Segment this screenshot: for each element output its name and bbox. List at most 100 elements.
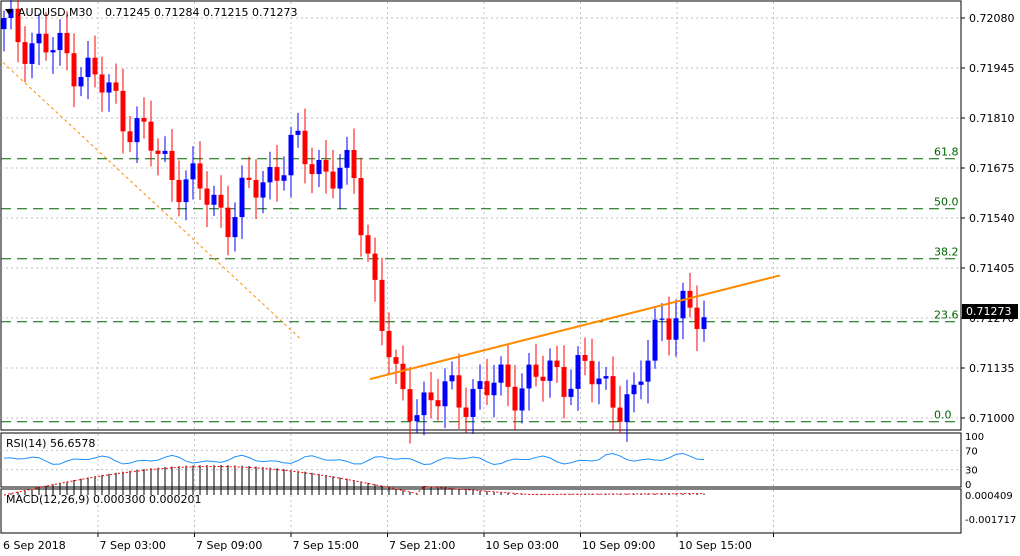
candle-body bbox=[407, 389, 413, 422]
time-label: 10 Sep 09:00 bbox=[582, 539, 655, 552]
price-tick-label: 0.71675 bbox=[969, 162, 1015, 175]
candle-body bbox=[134, 118, 140, 143]
fib-level-label: 61.8 bbox=[934, 146, 959, 159]
candle-body bbox=[470, 388, 476, 417]
candle-body bbox=[190, 163, 196, 180]
price-tick-label: 0.71135 bbox=[969, 362, 1015, 375]
candle-body bbox=[162, 150, 168, 154]
candle-body bbox=[617, 407, 623, 422]
ohlc-values: 0.71245 0.71284 0.71215 0.71273 bbox=[105, 6, 297, 19]
candle-body bbox=[197, 163, 203, 189]
candle-body bbox=[36, 33, 42, 44]
time-label: 7 Sep 21:00 bbox=[389, 539, 455, 552]
candle-body bbox=[456, 375, 462, 408]
current-price-text: 0.71273 bbox=[966, 305, 1012, 318]
candle-body bbox=[274, 167, 280, 181]
candle-body bbox=[596, 378, 602, 385]
candles bbox=[1, 0, 707, 444]
candle-body bbox=[29, 43, 35, 64]
ascending-trendline[interactable] bbox=[369, 274, 781, 381]
candle-body bbox=[288, 134, 294, 176]
candle-body bbox=[428, 392, 434, 401]
candle-body bbox=[113, 82, 119, 91]
axes: 0.72080 0.71945 0.71810 0.71675 0.71540 0.714… bbox=[3, 12, 1015, 552]
candle-body bbox=[169, 150, 175, 180]
candle-body bbox=[50, 50, 56, 53]
candle-body bbox=[71, 53, 77, 87]
indicators: 100 70 30 00.000409 -0.001717 bbox=[1, 432, 1016, 526]
candle-body bbox=[267, 167, 273, 183]
macd-pane[interactable] bbox=[0, 488, 962, 534]
candle-body bbox=[652, 319, 658, 361]
candle-body bbox=[218, 194, 224, 208]
candle-body bbox=[281, 175, 287, 181]
candle-body bbox=[120, 90, 126, 132]
candle-body bbox=[673, 318, 679, 340]
candle-body bbox=[442, 381, 448, 407]
candle-body bbox=[323, 159, 329, 172]
rsi-level-label: 0 bbox=[965, 480, 971, 491]
candle-body bbox=[316, 159, 322, 175]
candle-body bbox=[659, 318, 665, 320]
candle-body bbox=[211, 194, 217, 205]
macd-level-label: 0.000409 bbox=[965, 491, 1013, 502]
candle-body bbox=[365, 235, 371, 254]
candle-body bbox=[309, 164, 315, 175]
candle-body bbox=[680, 290, 686, 319]
candle-body bbox=[260, 182, 266, 198]
current-price-badge bbox=[962, 304, 1018, 319]
fib-level-label: 23.6 bbox=[934, 309, 959, 322]
price-tick-label: 0.71000 bbox=[969, 412, 1015, 425]
fib-level-label: 0.0 bbox=[934, 409, 952, 422]
candle-body bbox=[22, 42, 28, 64]
candle-body bbox=[295, 130, 301, 135]
time-label: 6 Sep 2018 bbox=[3, 539, 66, 552]
candle-body bbox=[645, 360, 651, 382]
time-label: 7 Sep 09:00 bbox=[196, 539, 262, 552]
candle-body bbox=[1, 18, 7, 30]
candle-body bbox=[631, 384, 637, 395]
candle-body bbox=[533, 364, 539, 377]
candle-body bbox=[547, 360, 553, 381]
symbol-header: AUDUSD,M30 0.71245 0.71284 0.71215 0.712… bbox=[5, 6, 297, 19]
candle-body bbox=[568, 388, 574, 397]
candle-body bbox=[666, 318, 672, 340]
price-tick-label: 0.71810 bbox=[969, 112, 1015, 125]
macd-level-label: -0.001717 bbox=[965, 515, 1016, 526]
candle-body bbox=[239, 177, 245, 218]
price-pane[interactable] bbox=[0, 0, 962, 431]
candle-body bbox=[484, 381, 490, 396]
candle-body bbox=[687, 290, 693, 308]
candle-body bbox=[127, 131, 133, 143]
macd-signal-line bbox=[3, 465, 705, 496]
candle-body bbox=[183, 179, 189, 203]
rsi-level-label: 70 bbox=[965, 446, 978, 457]
candle-body bbox=[85, 57, 91, 77]
candle-body bbox=[386, 330, 392, 358]
candle-body bbox=[176, 179, 182, 203]
descending-dotted-trendline[interactable] bbox=[2, 62, 301, 339]
candle-body bbox=[610, 376, 616, 408]
candle-body bbox=[64, 32, 70, 54]
candle-body bbox=[421, 392, 427, 416]
candle-body bbox=[148, 121, 154, 151]
candle-body bbox=[561, 367, 567, 397]
macd-title: MACD(12,26,9) 0.000300 0.000201 bbox=[6, 493, 202, 506]
price-tick-label: 0.71405 bbox=[969, 262, 1015, 275]
rsi-pane[interactable] bbox=[0, 432, 962, 488]
dropdown-triangle-icon[interactable] bbox=[5, 9, 13, 15]
rsi-level-label: 100 bbox=[965, 432, 984, 443]
candle-body bbox=[99, 74, 105, 93]
candle-body bbox=[505, 364, 511, 387]
rsi-title: RSI(14) 56.6578 bbox=[6, 437, 95, 450]
time-label: 10 Sep 03:00 bbox=[486, 539, 559, 552]
candle-body bbox=[232, 217, 238, 238]
candle-body bbox=[519, 388, 525, 411]
candle-body bbox=[435, 400, 441, 407]
grid bbox=[1, 2, 961, 533]
candle-body bbox=[351, 149, 357, 179]
candle-body bbox=[155, 150, 161, 154]
fib-level-label: 50.0 bbox=[934, 196, 959, 209]
candle-body bbox=[344, 149, 350, 168]
